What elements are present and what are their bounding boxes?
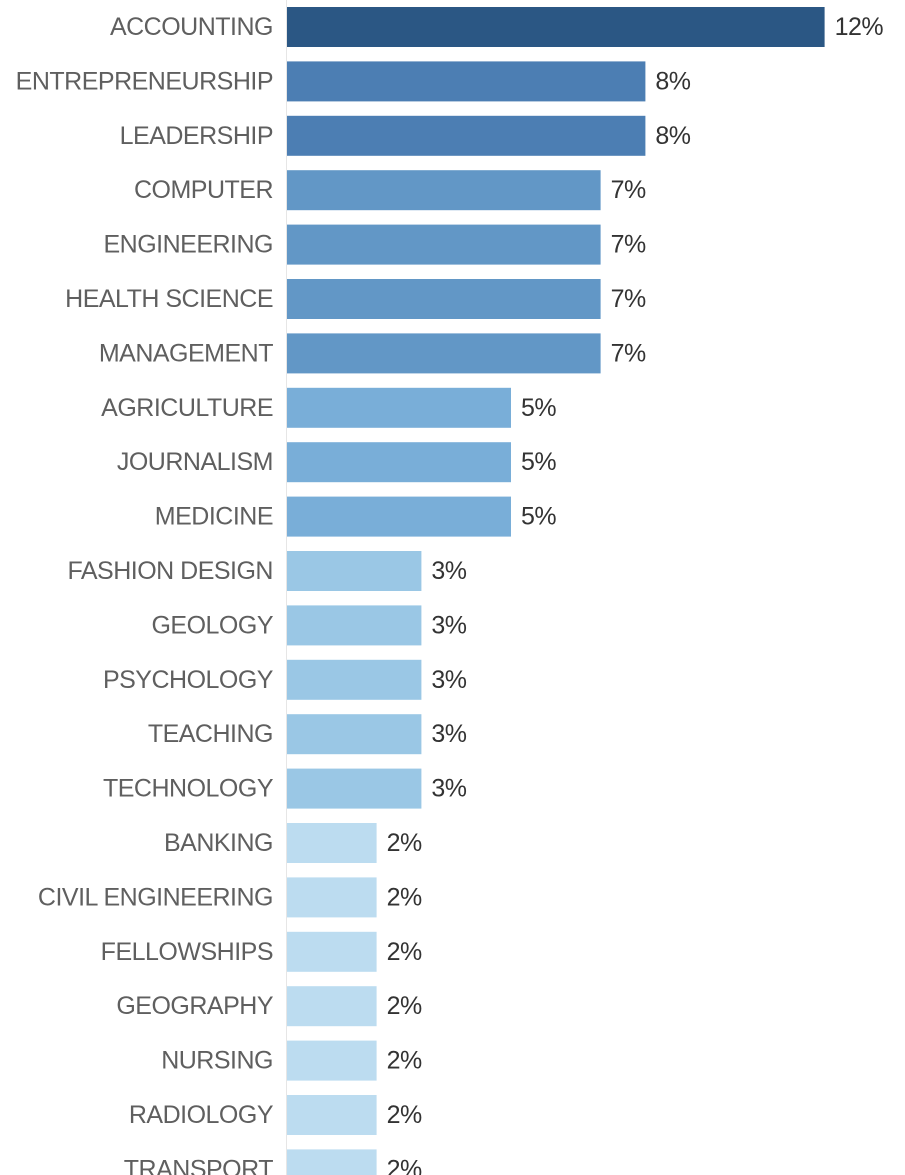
value-label: 8%	[655, 67, 690, 95]
category-label: ENTREPRENEURSHIP	[16, 67, 273, 95]
value-label: 3%	[431, 666, 466, 694]
bar	[287, 823, 377, 863]
category-label: JOURNALISM	[117, 448, 273, 476]
bar-row: CIVIL ENGINEERING 2%	[38, 877, 423, 918]
category-label: FASHION DESIGN	[67, 557, 273, 585]
bar-row: FELLOWSHIPS 2%	[101, 931, 423, 972]
bar-row: MANAGEMENT 7%	[99, 333, 647, 374]
category-label: TRANSPORT	[124, 1155, 273, 1175]
bar	[287, 877, 377, 918]
bar	[287, 768, 422, 809]
value-label: 7%	[611, 339, 646, 367]
category-label: CIVIL ENGINEERING	[38, 883, 273, 911]
category-label: TEACHING	[148, 720, 273, 748]
value-label: 3%	[431, 611, 466, 639]
value-label: 5%	[521, 448, 556, 476]
value-label: 12%	[835, 13, 884, 41]
bar	[287, 496, 511, 537]
value-label: 3%	[431, 557, 466, 585]
bar	[287, 986, 377, 1027]
value-label: 2%	[387, 938, 422, 966]
bar	[287, 714, 422, 755]
value-label: 2%	[387, 883, 422, 911]
bar-row: PSYCHOLOGY 3%	[103, 659, 467, 700]
bar-row: ENGINEERING 7%	[103, 224, 647, 265]
bar	[287, 7, 825, 47]
value-label: 7%	[611, 176, 646, 204]
bar-row: LEADERSHIP 8%	[120, 115, 691, 156]
value-label: 7%	[611, 285, 646, 313]
bar-row: AGRICULTURE 5%	[101, 387, 557, 428]
bar-row: GEOLOGY 3%	[151, 605, 467, 646]
value-label: 2%	[387, 1101, 422, 1129]
bar	[287, 442, 511, 483]
category-label: FELLOWSHIPS	[101, 938, 273, 966]
value-label: 2%	[387, 992, 422, 1020]
value-label: 5%	[521, 503, 556, 531]
bar	[287, 605, 422, 646]
category-label: MANAGEMENT	[99, 339, 273, 367]
bar	[287, 61, 646, 102]
bar	[287, 1095, 377, 1135]
bar	[287, 659, 422, 700]
bar	[287, 551, 422, 591]
bar	[287, 1040, 377, 1081]
bar-row: FASHION DESIGN 3%	[67, 551, 467, 591]
category-label: MEDICINE	[155, 503, 273, 531]
bar-row: MEDICINE 5%	[155, 496, 557, 537]
category-label: TECHNOLOGY	[103, 775, 274, 803]
bar-row: HEALTH SCIENCE 7%	[65, 279, 647, 319]
bar-row: TECHNOLOGY 3%	[103, 768, 467, 809]
bar-row: ACCOUNTING 12%	[110, 7, 884, 47]
category-label: ENGINEERING	[103, 231, 273, 259]
value-label: 3%	[431, 720, 466, 748]
category-label: GEOGRAPHY	[116, 992, 273, 1020]
value-label: 8%	[655, 122, 690, 150]
category-label: NURSING	[161, 1047, 273, 1075]
bar	[287, 170, 601, 211]
bar-row: ENTREPRENEURSHIP 8%	[16, 61, 691, 102]
value-label: 3%	[431, 775, 466, 803]
bar	[287, 279, 601, 319]
bar	[287, 387, 511, 428]
bar-row: NURSING 2%	[161, 1040, 423, 1081]
value-label: 7%	[611, 231, 646, 259]
bar-row: TEACHING 3%	[148, 714, 467, 755]
value-label: 2%	[387, 1047, 422, 1075]
value-label: 2%	[387, 829, 422, 857]
category-label: AGRICULTURE	[101, 394, 273, 422]
bar-row: TRANSPORT 2%	[124, 1149, 423, 1175]
bar	[287, 333, 601, 374]
category-label: PSYCHOLOGY	[103, 666, 274, 694]
category-label: ACCOUNTING	[110, 13, 273, 41]
bar-row: JOURNALISM 5%	[117, 442, 557, 483]
bar	[287, 224, 601, 265]
bar-row: COMPUTER 7%	[134, 170, 647, 211]
bar-row: RADIOLOGY 2%	[129, 1095, 423, 1135]
bar-row: BANKING 2%	[164, 823, 423, 863]
category-label: BANKING	[164, 829, 273, 857]
bar-row: GEOGRAPHY 2%	[116, 986, 423, 1027]
bar	[287, 931, 377, 972]
category-label: COMPUTER	[134, 176, 273, 204]
bar	[287, 1149, 377, 1175]
category-label: LEADERSHIP	[120, 122, 273, 150]
category-label: GEOLOGY	[151, 611, 273, 639]
value-label: 5%	[521, 394, 556, 422]
bar	[287, 115, 646, 156]
category-label: RADIOLOGY	[129, 1101, 274, 1129]
category-label: HEALTH SCIENCE	[65, 285, 273, 313]
value-label: 2%	[387, 1155, 422, 1175]
